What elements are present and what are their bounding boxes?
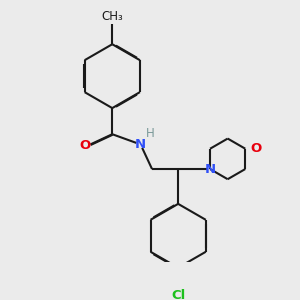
Text: CH₃: CH₃ (101, 10, 123, 23)
Text: N: N (134, 138, 146, 151)
Text: O: O (80, 139, 91, 152)
Text: O: O (250, 142, 262, 155)
Text: Cl: Cl (171, 290, 185, 300)
Text: H: H (146, 127, 154, 140)
Text: N: N (205, 163, 216, 176)
